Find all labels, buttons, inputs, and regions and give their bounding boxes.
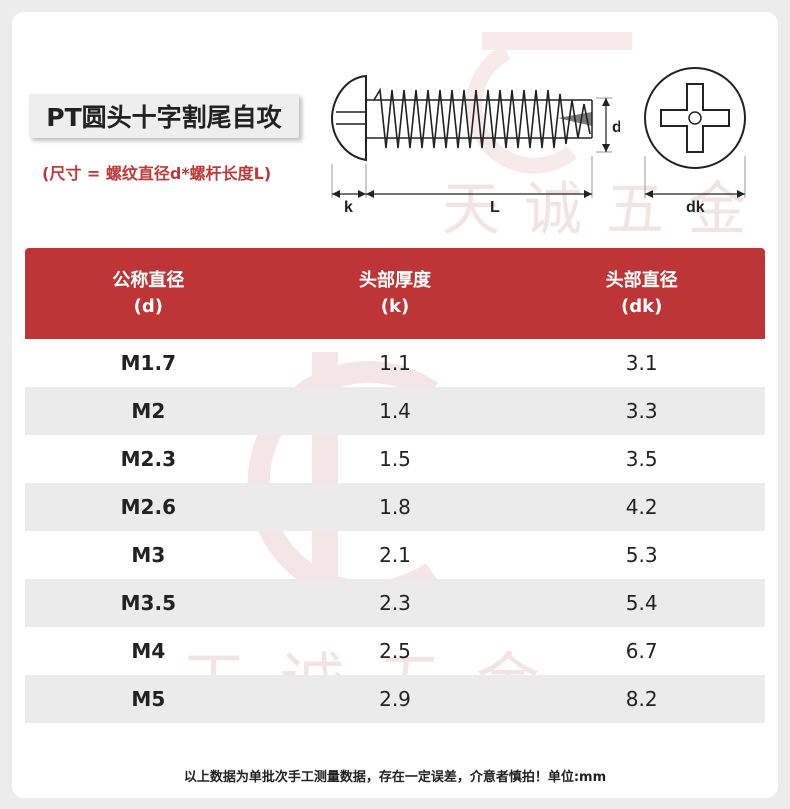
header-label: 头部直径 [605,269,678,291]
table-row: M3 2.1 5.3 [25,531,765,579]
table-row: M2.3 1.5 3.5 [25,435,765,483]
phillips-cross-icon [660,83,730,153]
cell-nominal-diameter: M2 [131,399,166,423]
size-formula: (尺寸 = 螺纹直径d*螺杆长度L) [42,164,272,183]
screw-side-view-diagram: d k L [330,74,620,216]
cell-head-thickness: 2.9 [379,687,411,711]
header-symbol: (k) [380,295,410,317]
dimension-label-L: L [490,199,500,216]
screw-threads [373,87,591,149]
table-row: M2.6 1.8 4.2 [25,483,765,531]
screw-head-top-view-diagram: dk [644,67,746,216]
table-row: M3.5 2.3 5.4 [25,579,765,627]
cell-nominal-diameter: M5 [131,687,166,711]
table-header: 公称直径 (d) 头部厚度 (k) 头部直径 (dk) [25,248,765,339]
cell-head-diameter: 3.3 [625,399,658,423]
table-row: M5 2.9 8.2 [25,675,765,723]
cell-nominal-diameter: M3 [131,543,166,567]
header-head-diameter: 头部直径 (dk) [518,248,765,339]
cell-head-thickness: 2.1 [379,543,411,567]
cell-head-diameter: 8.2 [625,687,658,711]
cell-head-diameter: 5.3 [625,543,658,567]
header-label: 公称直径 [112,269,185,291]
screw-head-shape [330,74,367,162]
header-label: 头部厚度 [359,269,431,291]
cell-nominal-diameter: M2.6 [120,495,176,519]
cell-head-diameter: 6.7 [625,639,658,663]
dimension-label-k: k [344,199,353,216]
cell-head-thickness: 1.1 [379,351,411,375]
dimension-label-d: d [612,119,620,136]
cell-head-diameter: 4.2 [625,495,658,519]
cell-nominal-diameter: M3.5 [120,591,176,615]
header-head-thickness: 头部厚度 (k) [272,248,519,339]
header-nominal-diameter: 公称直径 (d) [25,248,272,339]
cell-head-thickness: 1.8 [379,495,411,519]
table-row: M4 2.5 6.7 [25,627,765,675]
table-row: M1.7 1.1 3.1 [25,339,765,387]
product-title: PT圆头十字割尾自攻 [29,94,299,138]
cell-nominal-diameter: M4 [131,639,166,663]
product-spec-card: 天诚五金 天诚五金 PT圆头十字割尾自攻 (尺寸 = 螺纹直径d*螺杆长度L) … [12,12,778,798]
cell-head-thickness: 1.4 [379,399,411,423]
cell-head-thickness: 2.5 [379,639,411,663]
header-symbol: (d) [133,295,163,317]
cell-head-thickness: 1.5 [379,447,411,471]
header-symbol: (dk) [621,295,663,317]
cell-head-diameter: 3.1 [625,351,658,375]
measurement-disclaimer: 以上数据为单批次手工测量数据，存在一定误差，介意者慎拍！单位:mm [183,770,607,785]
cell-nominal-diameter: M2.3 [120,447,176,471]
spec-table: 公称直径 (d) 头部厚度 (k) 头部直径 (dk) M1.7 1.1 3.1… [25,248,765,723]
cell-head-diameter: 3.5 [625,447,658,471]
cell-nominal-diameter: M1.7 [120,351,176,375]
dimension-label-dk: dk [686,199,705,216]
table-row: M2 1.4 3.3 [25,387,765,435]
cell-head-diameter: 5.4 [625,591,658,615]
cell-head-thickness: 2.3 [379,591,411,615]
